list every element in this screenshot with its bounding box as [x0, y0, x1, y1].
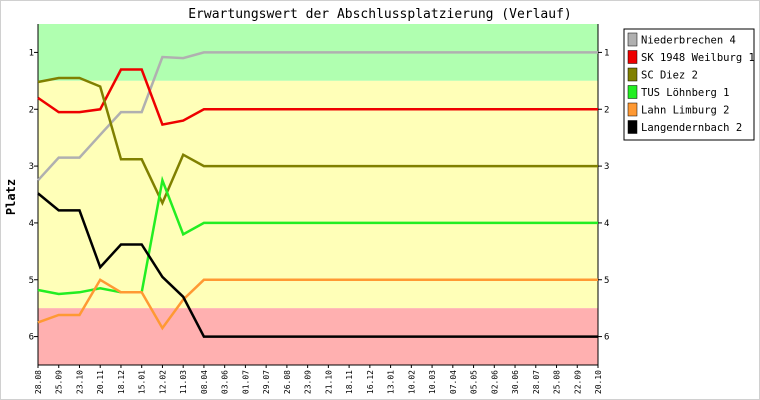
series-line-0 — [37, 51, 598, 182]
y-tick-label-left: 6 — [29, 333, 34, 343]
x-tick-label: 30.06 — [511, 370, 520, 394]
chart-title: Erwartungswert der Abschlussplatzierung … — [188, 7, 572, 22]
legend-swatch — [627, 67, 638, 82]
x-tick-label: 25.08 — [553, 370, 562, 394]
y-tick-label-right: 3 — [604, 162, 609, 172]
x-tick-label: 18.11 — [345, 370, 354, 394]
x-tick-label: 01.07 — [241, 370, 250, 394]
y-tick-label-left: 2 — [29, 105, 34, 115]
x-tick-label: 15.01 — [138, 370, 147, 394]
x-tick-label: 10.02 — [407, 370, 416, 394]
band-1 — [38, 80, 598, 309]
legend-label: Langendernbach 2 — [641, 122, 742, 134]
series-lines — [37, 51, 598, 338]
y-tick-label-left: 5 — [29, 276, 34, 286]
y-axis-label: Platz — [4, 179, 18, 215]
legend: Niederbrechen 4 SK 1948 Weilburg 1 SC Diez… — [623, 28, 755, 141]
series-line-1 — [37, 68, 598, 127]
x-tick-label: 23.10 — [75, 370, 84, 394]
x-tick-label: 02.06 — [490, 370, 499, 394]
x-tick-label: 29.07 — [262, 370, 271, 394]
x-tick-label: 16.12 — [366, 370, 375, 394]
axes: 1 1 2 2 3 3 4 4 5 5 6 6 28.08 25.09 23.10 20.11 18.12 15.… — [29, 24, 609, 394]
x-tick-label: 28.08 — [34, 370, 43, 394]
legend-box — [623, 28, 755, 141]
y-tick-label-right: 5 — [604, 276, 609, 286]
series-line-2 — [37, 76, 598, 207]
y-tick-label-left: 1 — [29, 48, 34, 58]
y-tick-label-left: 3 — [29, 162, 34, 172]
x-tick-label: 03.06 — [221, 370, 230, 394]
x-tick-label: 20.10 — [594, 370, 603, 394]
legend-swatch — [627, 120, 638, 134]
legend-label: SC Diez 2 — [641, 70, 698, 82]
y-tick-label-right: 4 — [604, 219, 609, 229]
x-tick-label: 28.07 — [532, 370, 541, 394]
x-tick-label: 18.12 — [117, 370, 126, 394]
x-tick-label: 10.03 — [428, 370, 437, 394]
background-bands — [38, 24, 598, 365]
legend-label: SK 1948 Weilburg 1 — [641, 52, 755, 64]
x-tick-label: 12.02 — [158, 370, 167, 394]
y-tick-label-left: 4 — [29, 219, 34, 229]
x-tick-label: 13.01 — [387, 370, 396, 394]
y-tick-label-right: 6 — [604, 333, 609, 343]
x-tick-label: 11.03 — [179, 370, 188, 394]
x-tick-label: 26.08 — [283, 370, 292, 394]
y-tick-label-right: 2 — [604, 105, 609, 115]
legend-swatch — [627, 50, 638, 64]
x-tick-label: 25.09 — [55, 370, 64, 394]
legend-label: TUS Löhnberg 1 — [641, 87, 730, 99]
x-tick-label: 05.05 — [470, 370, 479, 394]
x-tick-label: 21.10 — [324, 370, 333, 394]
series-line-4 — [37, 278, 598, 331]
legend-swatch — [627, 32, 638, 47]
x-tick-label: 23.09 — [304, 370, 313, 394]
legend-swatch — [627, 85, 638, 99]
x-tick-label: 22.09 — [573, 370, 582, 394]
x-tick-label: 20.11 — [96, 370, 105, 394]
legend-label: Lahn Limburg 2 — [641, 105, 730, 117]
series-line-5 — [37, 192, 598, 338]
x-tick-label: 07.04 — [449, 370, 458, 394]
legend-label: Niederbrechen 4 — [641, 35, 736, 47]
legend-swatch — [627, 102, 638, 117]
x-tick-label: 08.04 — [200, 370, 209, 394]
y-tick-label-right: 1 — [604, 48, 609, 58]
